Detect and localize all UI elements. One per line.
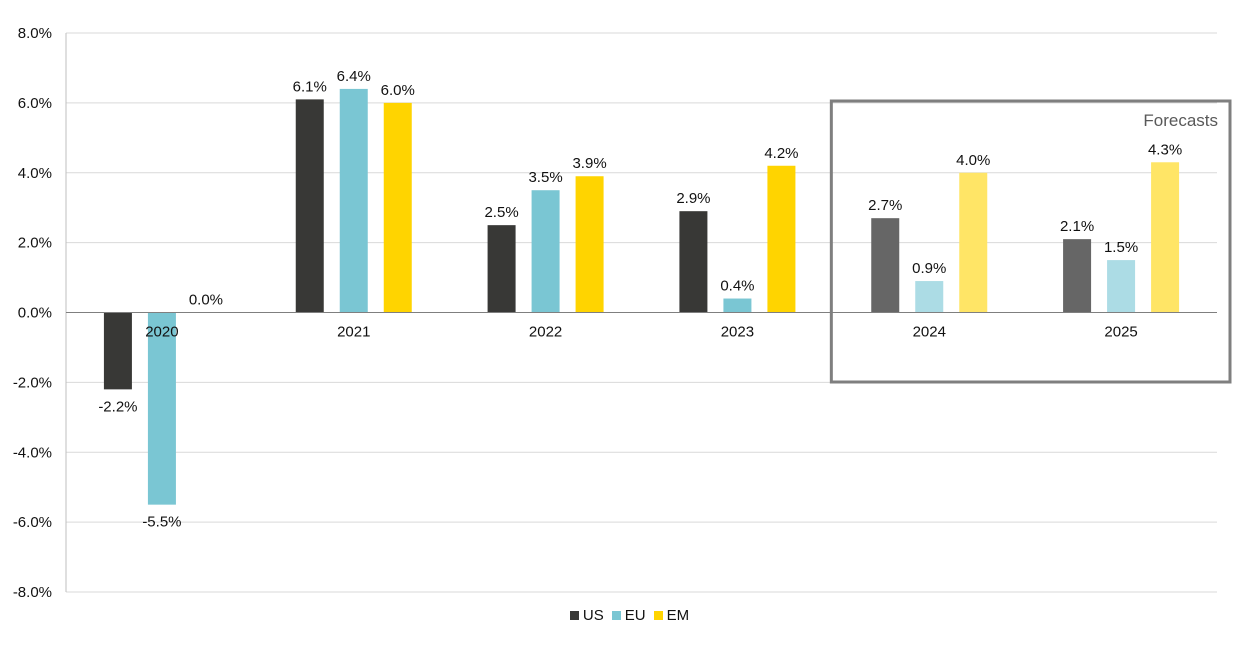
category-label-2021: 2021 (337, 324, 370, 341)
bar-us-2023 (679, 211, 708, 313)
y-tick-label: 0.0% (18, 305, 52, 322)
category-label-2023: 2023 (721, 324, 754, 341)
data-label-us-2020: -2.2% (98, 398, 137, 415)
forecast-box (829, 99, 1232, 384)
bar-eu-2020 (147, 312, 176, 505)
legend-label: EU (624, 607, 646, 624)
category-labels: 2020 2021 2022 2023 2024 2025 (145, 324, 1138, 341)
data-label-em-2022: 3.9% (572, 155, 606, 172)
bar-em-2021 (383, 102, 412, 313)
bar-eu-2022 (531, 190, 560, 313)
data-label-eu-2021: 6.4% (337, 68, 371, 85)
bar-eu-2023 (723, 298, 752, 313)
data-label-eu-2025: 1.5% (1104, 239, 1138, 256)
y-tick-label: 6.0% (18, 95, 52, 112)
y-tick-label: 4.0% (18, 165, 52, 182)
bar-us-2025 (1063, 239, 1092, 313)
data-label-us-2022: 2.5% (484, 204, 518, 221)
data-label-us-2021: 6.1% (293, 78, 327, 95)
data-label-em-2023: 4.2% (764, 145, 798, 162)
y-axis-ticks: 8.0% 6.0% 4.0% 2.0% 0.0% -2.0% -4.0% -6.0% -8.0% (13, 25, 52, 601)
category-label-2020: 2020 (145, 324, 178, 341)
legend-item-eu: EU (611, 607, 646, 624)
data-label-eu-2024: 0.9% (912, 260, 946, 277)
legend-item-em: EM (653, 607, 690, 624)
y-tick-label: 8.0% (18, 25, 52, 42)
data-label-us-2023: 2.9% (676, 190, 710, 207)
bar-em-2024 (959, 172, 988, 313)
category-label-2025: 2025 (1104, 324, 1137, 341)
legend-swatch (569, 611, 579, 620)
data-label-em-2021: 6.0% (381, 82, 415, 99)
legend-label: US (582, 607, 604, 624)
category-label-2024: 2024 (913, 324, 946, 341)
bar-eu-2025 (1107, 260, 1136, 313)
legend-swatch (653, 611, 663, 620)
legend-label: EM (666, 607, 690, 624)
y-tick-label: -8.0% (13, 584, 52, 601)
data-label-eu-2023: 0.4% (720, 278, 754, 295)
data-label-em-2020: 0.0% (189, 292, 223, 309)
bar-eu-2024 (915, 281, 944, 313)
legend: US EU EM (0, 607, 1259, 624)
forecast-annotation: Forecasts (1143, 111, 1218, 130)
y-tick-label: 2.0% (18, 235, 52, 252)
y-tick-label: -4.0% (13, 444, 52, 461)
legend-item-us: US (569, 607, 604, 624)
bar-us-2021 (295, 99, 324, 313)
data-label-em-2024: 4.0% (956, 152, 990, 169)
bar-us-2020 (103, 312, 132, 390)
legend-swatch (611, 611, 621, 620)
bar-us-2022 (487, 225, 516, 313)
data-label-us-2024: 2.7% (868, 197, 902, 214)
data-label-us-2025: 2.1% (1060, 218, 1094, 235)
bar-em-2023 (767, 165, 796, 313)
data-label-eu-2020: -5.5% (142, 514, 181, 531)
bars (103, 88, 1180, 505)
bar-eu-2021 (339, 88, 368, 313)
bar-us-2024 (871, 218, 900, 313)
category-label-2022: 2022 (529, 324, 562, 341)
data-label-em-2025: 4.3% (1148, 141, 1182, 158)
y-tick-label: -2.0% (13, 374, 52, 391)
data-labels: -2.2% -5.5% 0.0% 6.1% 6.4% 6.0% 2.5% 3.5% 3.9% 2.… (98, 68, 1182, 531)
bar-em-2022 (575, 176, 604, 313)
gridlines (66, 32, 1217, 593)
bar-em-2025 (1151, 162, 1180, 313)
data-label-eu-2022: 3.5% (528, 169, 562, 186)
y-tick-label: -6.0% (13, 514, 52, 531)
